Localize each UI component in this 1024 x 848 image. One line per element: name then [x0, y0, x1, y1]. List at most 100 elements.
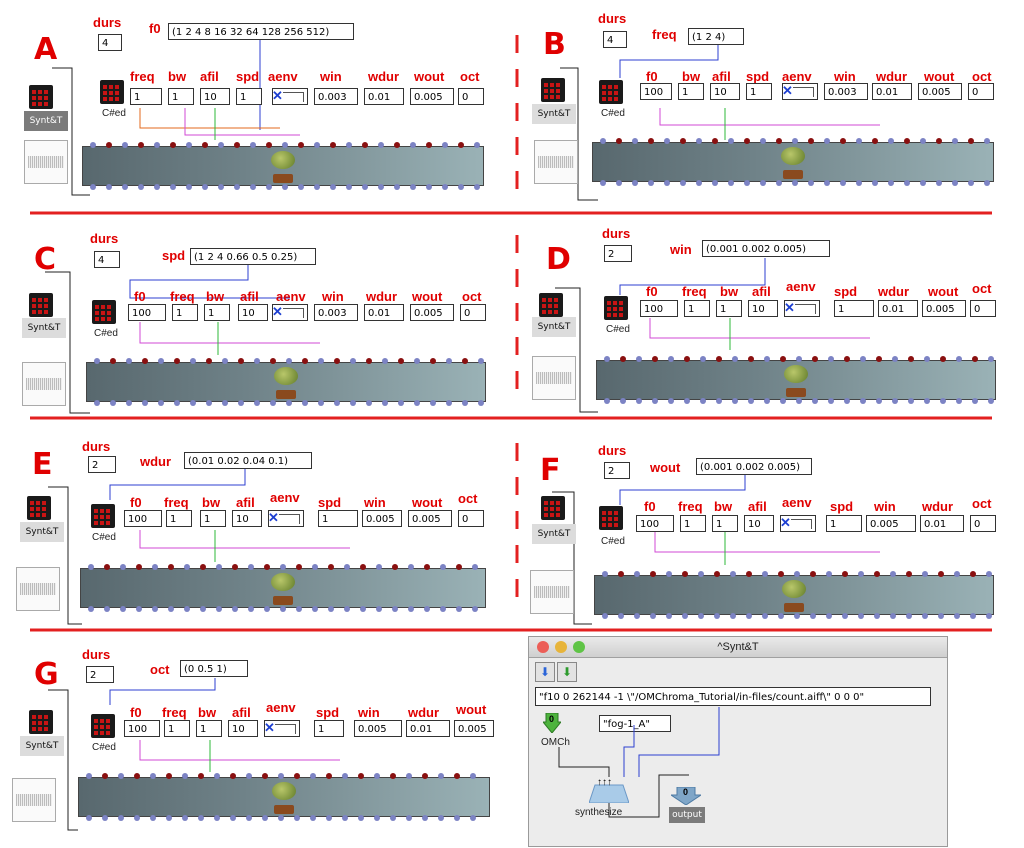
param-input[interactable]: 10: [200, 88, 230, 105]
outlet-port[interactable]: [382, 400, 388, 406]
inlet-port[interactable]: [652, 356, 658, 362]
inlet-port[interactable]: [470, 773, 476, 779]
inlet-port[interactable]: [262, 773, 268, 779]
inlet-port[interactable]: [778, 571, 784, 577]
synt-t-button[interactable]: Synt&T: [532, 317, 576, 337]
synthesis-patch-panel[interactable]: [592, 142, 994, 182]
inlet-port[interactable]: [376, 564, 382, 570]
outlet-port[interactable]: [462, 400, 468, 406]
outlet-port[interactable]: [840, 180, 846, 186]
inlet-port[interactable]: [728, 138, 734, 144]
synthesis-patch-panel[interactable]: [80, 568, 486, 608]
outlet-port[interactable]: [872, 180, 878, 186]
inlet-port[interactable]: [190, 358, 196, 364]
param-input[interactable]: 1: [746, 83, 772, 100]
outlet-port[interactable]: [126, 400, 132, 406]
inlet-port[interactable]: [826, 571, 832, 577]
inlet-port[interactable]: [732, 356, 738, 362]
param-input[interactable]: 1: [166, 510, 192, 527]
outlet-port[interactable]: [634, 613, 640, 619]
outlet-port[interactable]: [326, 815, 332, 821]
outlet-port[interactable]: [972, 398, 978, 404]
inlet-port[interactable]: [856, 138, 862, 144]
outlet-port[interactable]: [470, 815, 476, 821]
waveform-thumbnail[interactable]: [534, 140, 578, 184]
c-editor-chip-icon[interactable]: [91, 714, 115, 738]
inlet-port[interactable]: [844, 356, 850, 362]
aenv-envelope-editor[interactable]: ✕: [782, 83, 818, 100]
outlet-port[interactable]: [860, 398, 866, 404]
param-input[interactable]: 1: [164, 720, 190, 737]
inlet-port[interactable]: [286, 358, 292, 364]
param-input[interactable]: 1: [684, 300, 710, 317]
synt-t-button[interactable]: Synt&T: [20, 522, 64, 542]
inlet-port[interactable]: [602, 571, 608, 577]
param-input[interactable]: 0.003: [314, 304, 358, 321]
inlet-port[interactable]: [808, 138, 814, 144]
output-box[interactable]: output: [669, 807, 705, 823]
outlet-port[interactable]: [664, 180, 670, 186]
outlet-port[interactable]: [222, 400, 228, 406]
outlet-port[interactable]: [828, 398, 834, 404]
inlet-port[interactable]: [872, 138, 878, 144]
inlet-port[interactable]: [938, 571, 944, 577]
outlet-port[interactable]: [422, 815, 428, 821]
param-input[interactable]: 1: [716, 300, 742, 317]
outlet-port[interactable]: [728, 180, 734, 186]
list-value-input[interactable]: (0 0.5 1): [180, 660, 248, 677]
inlet-port[interactable]: [922, 571, 928, 577]
inlet-port[interactable]: [296, 564, 302, 570]
inlet-port[interactable]: [812, 356, 818, 362]
inlet-port[interactable]: [264, 564, 270, 570]
inlet-port[interactable]: [392, 564, 398, 570]
inlet-port[interactable]: [954, 571, 960, 577]
inlet-port[interactable]: [152, 564, 158, 570]
outlet-port[interactable]: [170, 184, 176, 190]
outlet-port[interactable]: [730, 613, 736, 619]
inlet-port[interactable]: [88, 564, 94, 570]
param-input[interactable]: 10: [748, 300, 778, 317]
outlet-port[interactable]: [270, 400, 276, 406]
c-editor-chip-icon[interactable]: [92, 300, 116, 324]
param-input[interactable]: 0.003: [314, 88, 358, 105]
inlet-port[interactable]: [408, 564, 414, 570]
param-input[interactable]: 0.01: [406, 720, 450, 737]
inlet-port[interactable]: [456, 564, 462, 570]
synth-chip-icon[interactable]: [541, 78, 565, 102]
inlet-port[interactable]: [952, 138, 958, 144]
outlet-port[interactable]: [234, 184, 240, 190]
inlet-port[interactable]: [254, 358, 260, 364]
param-input[interactable]: 100: [124, 720, 160, 737]
outlet-port[interactable]: [890, 613, 896, 619]
inlet-port[interactable]: [648, 138, 654, 144]
outlet-port[interactable]: [166, 815, 172, 821]
outlet-port[interactable]: [714, 613, 720, 619]
param-input[interactable]: 10: [232, 510, 262, 527]
inlet-port[interactable]: [102, 773, 108, 779]
outlet-port[interactable]: [426, 184, 432, 190]
inlet-port[interactable]: [410, 142, 416, 148]
inlet-port[interactable]: [714, 571, 720, 577]
inlet-port[interactable]: [186, 142, 192, 148]
outlet-port[interactable]: [262, 815, 268, 821]
inlet-port[interactable]: [168, 564, 174, 570]
param-input[interactable]: 1: [712, 515, 738, 532]
outlet-port[interactable]: [454, 815, 460, 821]
outlet-port[interactable]: [826, 613, 832, 619]
outlet-port[interactable]: [904, 180, 910, 186]
outlet-port[interactable]: [216, 606, 222, 612]
inlet-port[interactable]: [118, 773, 124, 779]
inlet-port[interactable]: [748, 356, 754, 362]
param-input[interactable]: 1: [200, 510, 226, 527]
outlet-port[interactable]: [230, 815, 236, 821]
param-input[interactable]: 1: [318, 510, 358, 527]
inlet-port[interactable]: [184, 564, 190, 570]
outlet-port[interactable]: [330, 184, 336, 190]
inlet-port[interactable]: [874, 571, 880, 577]
synt-t-button[interactable]: Synt&T: [20, 736, 64, 756]
param-input[interactable]: 0.005: [410, 304, 454, 321]
param-input[interactable]: 1: [314, 720, 344, 737]
inlet-port[interactable]: [664, 138, 670, 144]
outlet-port[interactable]: [378, 184, 384, 190]
inlet-port[interactable]: [374, 773, 380, 779]
